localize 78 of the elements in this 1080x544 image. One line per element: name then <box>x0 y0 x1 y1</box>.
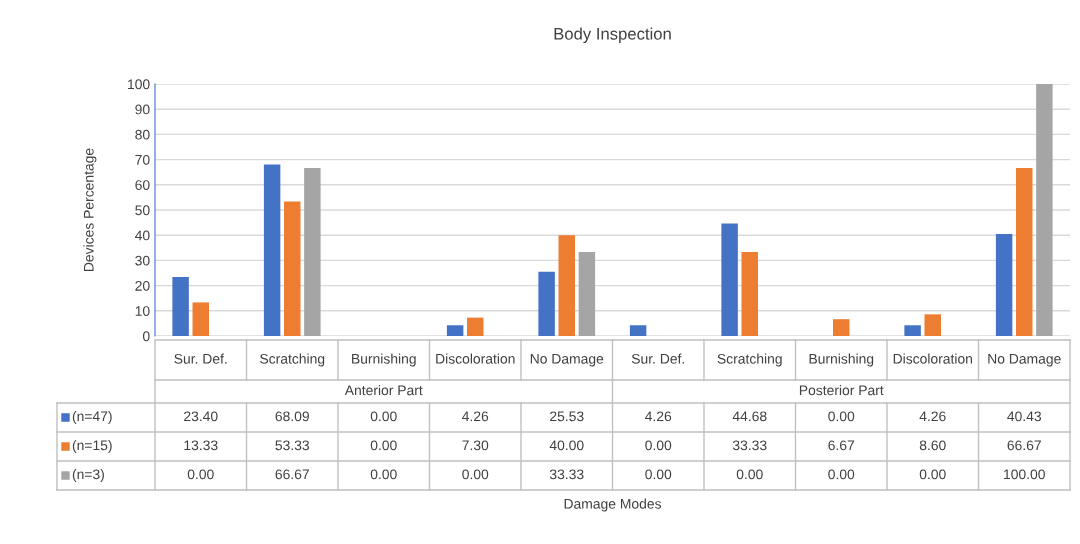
y-tick-label: 60 <box>135 180 150 190</box>
y-tick-label: 80 <box>135 129 150 140</box>
data-label: 0.00 <box>736 469 763 480</box>
bar <box>304 167 321 336</box>
bar <box>558 235 575 336</box>
data-label: 100.00 <box>1004 469 1045 480</box>
data-label: 0.00 <box>370 469 397 480</box>
bar <box>629 325 647 336</box>
text: Posterior Part <box>799 385 884 396</box>
data-label: 0.00 <box>370 440 397 451</box>
data-label: 68.09 <box>275 411 309 422</box>
data-label: 23.40 <box>184 411 218 422</box>
bar <box>172 277 189 336</box>
chart-title: Body Inspection <box>554 27 671 44</box>
text: Anterior Part <box>344 385 423 396</box>
data-label: 25.53 <box>550 411 584 422</box>
y-axis-title: Devices Percentage <box>83 148 97 271</box>
data-label: 0.00 <box>645 440 672 451</box>
legend-label: (n=15) <box>72 440 112 453</box>
bar <box>538 271 555 336</box>
bar <box>467 317 484 336</box>
x-tick-label: Scratching <box>717 353 782 367</box>
data-label: 0.00 <box>187 469 214 480</box>
x-tick-label: Burnishing <box>809 353 874 367</box>
bar <box>721 223 738 336</box>
bar <box>904 325 921 336</box>
bar <box>192 302 209 336</box>
y-tick-label: 50 <box>135 205 150 216</box>
data-label: 6.67 <box>828 440 855 451</box>
x-tick-label: Sur. Def. <box>631 353 684 364</box>
data-label: 40.43 <box>1007 411 1042 422</box>
y-tick-label: 30 <box>135 255 150 266</box>
data-label: 40.00 <box>549 440 584 451</box>
y-tick-label: 0 <box>142 331 150 342</box>
data-label: 8.60 <box>919 440 946 451</box>
data-label: 0.00 <box>828 469 855 480</box>
data-label: 0.00 <box>645 469 672 480</box>
bar <box>833 319 850 336</box>
data-label: 0.00 <box>828 411 855 422</box>
data-label: 4.26 <box>919 411 946 422</box>
data-label: 53.33 <box>275 440 310 451</box>
bar <box>995 234 1013 336</box>
data-label: 33.33 <box>549 469 584 480</box>
x-tick-label: No Damage <box>988 354 1061 367</box>
x-tick-label: Burnishing <box>352 353 416 367</box>
y-tick-label: 70 <box>135 154 150 165</box>
x-tick-label: Discoloration <box>893 353 972 364</box>
data-label: 66.67 <box>1007 440 1041 451</box>
bar <box>284 201 301 336</box>
data-label: 0.00 <box>919 469 946 480</box>
bar <box>1036 84 1053 336</box>
bar <box>1016 167 1033 336</box>
bar <box>741 252 758 336</box>
x-tick-label: Discoloration <box>436 353 515 364</box>
legend-label: (n=3) <box>72 469 104 482</box>
y-tick-label: 10 <box>135 306 150 316</box>
bar <box>578 252 596 336</box>
y-tick-label: 100 <box>128 79 150 90</box>
x-tick-label: Sur. Def. <box>174 353 227 364</box>
data-label: 66.67 <box>275 469 309 480</box>
bar <box>924 314 941 336</box>
data-label: 0.00 <box>462 469 489 480</box>
data-label: 7.30 <box>462 440 489 451</box>
x-tick-label: Scratching <box>260 353 325 367</box>
data-label: 4.26 <box>462 411 489 422</box>
x-tick-label: No Damage <box>530 354 604 367</box>
bar <box>263 164 281 336</box>
y-tick-label: 40 <box>135 230 150 241</box>
text: Damage Modes <box>564 498 662 512</box>
legend-label: (n=47) <box>72 411 112 424</box>
data-label: 13.33 <box>184 440 218 451</box>
y-tick-label: 90 <box>135 104 150 115</box>
data-label: 44.68 <box>732 411 767 422</box>
data-label: 0.00 <box>370 411 397 422</box>
data-label: 4.26 <box>645 411 672 422</box>
y-tick-label: 20 <box>135 280 150 291</box>
bar <box>446 325 464 336</box>
data-label: 33.33 <box>732 440 767 451</box>
